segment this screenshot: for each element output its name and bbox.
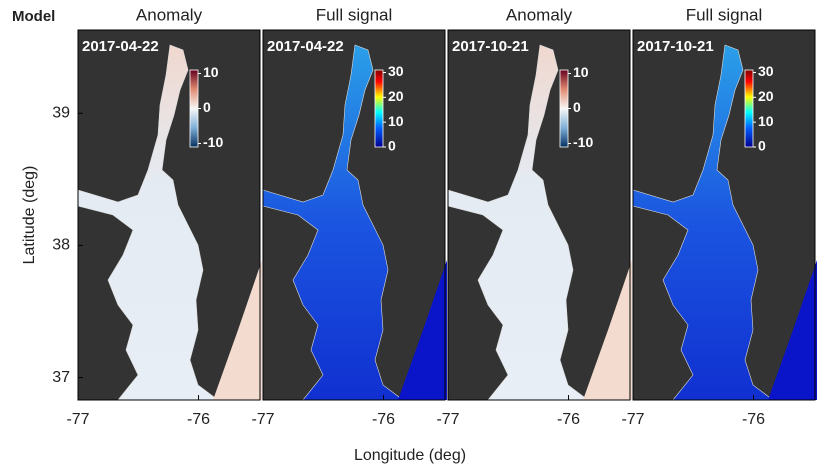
colorbar-tick-label: 0 bbox=[203, 99, 211, 115]
y-axis-label: Latitude (deg) bbox=[21, 166, 38, 265]
colorbar-tick-label: 0 bbox=[573, 99, 581, 115]
colorbar-tick-label: 0 bbox=[388, 138, 396, 154]
x-tick-label: -76 bbox=[742, 411, 765, 428]
x-tick-label: -77 bbox=[66, 411, 89, 428]
date-label: 2017-10-21 bbox=[452, 38, 529, 55]
colorbar-tick-label: 0 bbox=[758, 138, 766, 154]
x-tick-label: -76 bbox=[557, 411, 580, 428]
date-label: 2017-10-21 bbox=[637, 38, 714, 55]
map-panel bbox=[78, 30, 262, 400]
colorbar-tick-label: 20 bbox=[388, 88, 404, 104]
map-panel bbox=[263, 30, 447, 400]
date-label: 2017-04-22 bbox=[267, 38, 344, 55]
colorbar bbox=[560, 70, 568, 147]
model-label: Model bbox=[12, 8, 55, 25]
y-tick-label: 38 bbox=[52, 237, 70, 254]
date-label: 2017-04-22 bbox=[82, 38, 159, 55]
x-tick-label: -77 bbox=[436, 411, 459, 428]
colorbar-tick-label: 10 bbox=[203, 64, 219, 80]
panel-title: Full signal bbox=[686, 5, 763, 24]
panel-title: Anomaly bbox=[136, 5, 203, 24]
colorbar bbox=[190, 70, 198, 147]
x-axis-label: Longitude (deg) bbox=[354, 447, 466, 464]
colorbar-tick-label: 10 bbox=[758, 113, 774, 129]
panel-title: Anomaly bbox=[506, 5, 573, 24]
colorbar-tick-label: 30 bbox=[758, 63, 774, 79]
colorbar-tick-label: 30 bbox=[388, 63, 404, 79]
x-tick-label: -76 bbox=[187, 411, 210, 428]
panel-title: Full signal bbox=[316, 5, 393, 24]
colorbar-tick-label: -10 bbox=[573, 134, 593, 150]
x-tick-label: -76 bbox=[372, 411, 395, 428]
map-panel bbox=[448, 30, 632, 400]
x-tick-label: -77 bbox=[621, 411, 644, 428]
figure: Model Longitude (deg) Latitude (deg) Ano… bbox=[0, 0, 817, 468]
colorbar-tick-label: -10 bbox=[203, 134, 223, 150]
y-tick-label: 39 bbox=[52, 104, 70, 121]
colorbar bbox=[375, 70, 383, 147]
x-tick-label: -77 bbox=[251, 411, 274, 428]
colorbar-tick-label: 10 bbox=[388, 113, 404, 129]
colorbar bbox=[745, 70, 753, 147]
colorbar-tick-label: 10 bbox=[573, 64, 589, 80]
y-tick-label: 37 bbox=[52, 369, 70, 386]
map-panel bbox=[633, 30, 817, 400]
colorbar-tick-label: 20 bbox=[758, 88, 774, 104]
